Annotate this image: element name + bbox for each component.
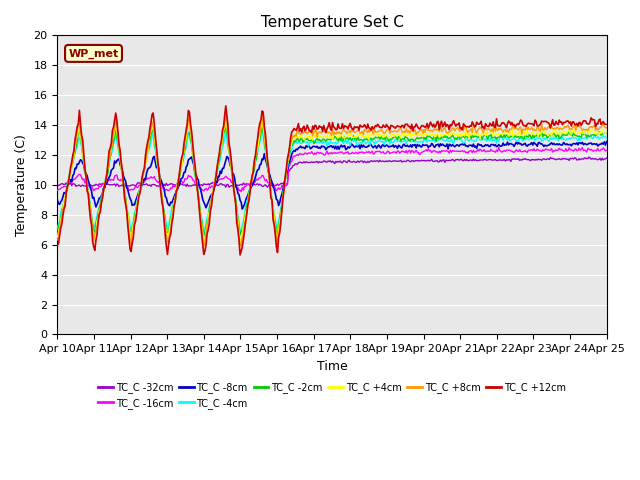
TC_C -2cm — [320, 136, 328, 142]
TC_C +4cm — [506, 131, 513, 136]
TC_C -4cm — [353, 141, 360, 147]
TC_C -32cm — [316, 159, 323, 165]
TC_C -8cm — [505, 142, 513, 148]
TC_C +12cm — [54, 242, 61, 248]
TC_C -32cm — [381, 159, 389, 165]
TC_C -4cm — [320, 138, 328, 144]
Line: TC_C +4cm: TC_C +4cm — [58, 122, 607, 244]
TC_C +4cm — [317, 134, 324, 140]
TC_C -4cm — [54, 225, 61, 230]
TC_C +4cm — [383, 132, 390, 137]
TC_C -32cm — [592, 156, 600, 162]
X-axis label: Time: Time — [317, 360, 348, 372]
TC_C -4cm — [603, 136, 611, 142]
TC_C +4cm — [236, 241, 244, 247]
Line: TC_C +12cm: TC_C +12cm — [58, 106, 607, 255]
TC_C +12cm — [506, 119, 513, 125]
Line: TC_C -32cm: TC_C -32cm — [58, 157, 607, 187]
TC_C -8cm — [239, 206, 246, 212]
TC_C -32cm — [505, 157, 513, 163]
TC_C +8cm — [383, 128, 390, 133]
TC_C -32cm — [225, 184, 233, 190]
Y-axis label: Temperature (C): Temperature (C) — [15, 134, 28, 236]
TC_C +12cm — [222, 103, 230, 109]
TC_C -32cm — [603, 155, 611, 161]
TC_C -8cm — [54, 197, 61, 203]
TC_C -16cm — [381, 151, 389, 156]
TC_C -16cm — [603, 147, 611, 153]
TC_C -8cm — [316, 144, 323, 150]
TC_C -2cm — [383, 133, 390, 139]
TC_C -8cm — [319, 144, 326, 150]
TC_C -8cm — [381, 143, 389, 149]
TC_C +12cm — [383, 121, 390, 127]
TC_C +12cm — [592, 124, 600, 130]
TC_C +8cm — [317, 129, 324, 135]
TC_C -32cm — [54, 182, 61, 188]
TC_C +8cm — [127, 243, 135, 249]
TC_C -2cm — [592, 132, 600, 138]
TC_C -2cm — [353, 138, 360, 144]
TC_C -16cm — [237, 189, 245, 194]
TC_C -16cm — [54, 187, 61, 193]
TC_C -16cm — [592, 147, 600, 153]
TC_C +8cm — [603, 125, 611, 131]
TC_C +12cm — [603, 121, 611, 127]
TC_C +8cm — [54, 237, 61, 243]
TC_C -2cm — [54, 227, 61, 232]
Line: TC_C -8cm: TC_C -8cm — [58, 142, 607, 209]
TC_C -2cm — [603, 130, 611, 136]
TC_C +4cm — [603, 129, 611, 134]
TC_C -8cm — [591, 141, 598, 147]
TC_C +8cm — [222, 112, 230, 118]
TC_C +8cm — [592, 128, 600, 133]
TC_C -32cm — [352, 160, 360, 166]
TC_C +4cm — [320, 134, 328, 140]
TC_C -4cm — [592, 134, 600, 140]
TC_C -2cm — [506, 134, 513, 140]
TC_C -2cm — [200, 233, 207, 239]
TC_C -4cm — [200, 231, 207, 237]
TC_C +4cm — [592, 130, 600, 135]
TC_C +8cm — [353, 128, 360, 134]
TC_C -32cm — [319, 159, 326, 165]
TC_C -8cm — [603, 139, 611, 144]
TC_C +12cm — [320, 122, 328, 128]
TC_C -32cm — [585, 154, 593, 160]
TC_C +4cm — [353, 134, 360, 140]
TC_C -2cm — [317, 138, 324, 144]
TC_C -4cm — [506, 138, 513, 144]
TC_C -16cm — [352, 149, 360, 155]
TC_C -16cm — [495, 144, 502, 150]
Line: TC_C -4cm: TC_C -4cm — [58, 129, 607, 234]
TC_C +12cm — [236, 252, 244, 258]
TC_C -4cm — [383, 139, 390, 144]
TC_C -2cm — [222, 122, 230, 128]
Text: WP_met: WP_met — [68, 48, 118, 59]
TC_C +8cm — [506, 126, 513, 132]
TC_C -16cm — [506, 147, 513, 153]
TC_C -4cm — [317, 139, 324, 144]
TC_C +4cm — [54, 235, 61, 240]
Title: Temperature Set C: Temperature Set C — [260, 15, 403, 30]
TC_C +8cm — [320, 128, 328, 133]
TC_C -16cm — [316, 151, 323, 156]
Line: TC_C -16cm: TC_C -16cm — [58, 147, 607, 192]
TC_C +12cm — [317, 124, 324, 130]
TC_C -8cm — [352, 143, 360, 149]
TC_C +12cm — [353, 124, 360, 130]
Line: TC_C +8cm: TC_C +8cm — [58, 115, 607, 246]
Legend: TC_C -32cm, TC_C -16cm, TC_C -8cm, TC_C -4cm, TC_C -2cm, TC_C +4cm, TC_C +8cm, T: TC_C -32cm, TC_C -16cm, TC_C -8cm, TC_C … — [94, 378, 570, 413]
TC_C -4cm — [259, 126, 266, 132]
TC_C +4cm — [186, 119, 193, 125]
TC_C -16cm — [319, 151, 326, 156]
Line: TC_C -2cm: TC_C -2cm — [58, 125, 607, 236]
